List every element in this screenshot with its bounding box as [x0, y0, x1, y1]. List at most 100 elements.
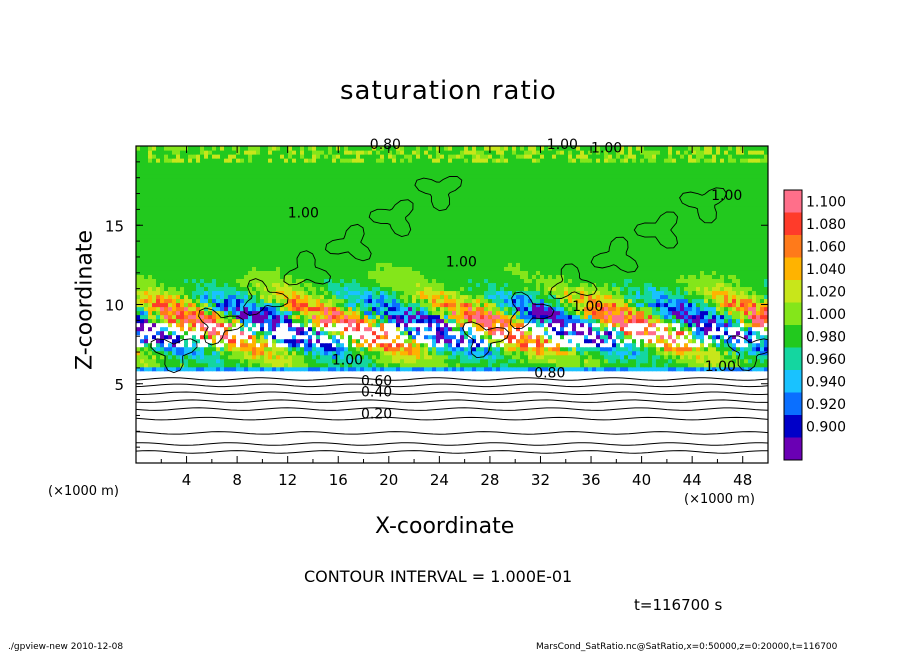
heatmap-cell [280, 386, 285, 392]
heatmap-cell [252, 378, 257, 384]
heatmap-cell [488, 438, 493, 444]
heatmap-cell [208, 450, 213, 456]
heatmap-cell [624, 338, 629, 344]
heatmap-cell [568, 458, 573, 463]
heatmap-cell [492, 358, 497, 364]
heatmap-cell [140, 366, 145, 372]
heatmap-cell [512, 366, 517, 372]
heatmap-cell [144, 386, 149, 392]
heatmap-cell [612, 362, 617, 368]
heatmap-cell [388, 422, 393, 428]
heatmap-cell [756, 402, 761, 408]
heatmap-cell [684, 438, 689, 444]
heatmap-cell [548, 386, 553, 392]
heatmap-cell [748, 446, 753, 452]
heatmap-cell [200, 378, 205, 384]
heatmap-cell [244, 422, 249, 428]
heatmap-cell [544, 458, 549, 463]
heatmap-cell [520, 362, 525, 368]
heatmap-cell [752, 362, 757, 368]
heatmap-cell [704, 398, 709, 404]
heatmap-cell [284, 410, 289, 416]
heatmap-cell [144, 454, 149, 460]
heatmap-cell [380, 442, 385, 448]
heatmap-cell [376, 362, 381, 368]
heatmap-cell [544, 374, 549, 380]
heatmap-cell [696, 446, 701, 452]
heatmap-cell [332, 370, 337, 376]
heatmap-cell [340, 430, 345, 436]
heatmap-cell [744, 450, 749, 456]
heatmap-cell [360, 406, 365, 412]
heatmap-cell [452, 378, 457, 384]
heatmap-cell [744, 338, 749, 344]
heatmap-cell [196, 438, 201, 444]
heatmap-cell [480, 450, 485, 456]
heatmap-cell [628, 418, 633, 424]
heatmap-cell [156, 390, 161, 396]
heatmap-cell [692, 346, 697, 352]
heatmap-cell [572, 402, 577, 408]
heatmap-cell [380, 382, 385, 388]
heatmap-cell [520, 434, 525, 440]
heatmap-cell [744, 386, 749, 392]
heatmap-cell [356, 362, 361, 368]
heatmap-cell [284, 338, 289, 344]
heatmap-cell [624, 390, 629, 396]
heatmap-cell [160, 362, 165, 368]
heatmap-cell [540, 406, 545, 412]
heatmap-cell [628, 346, 633, 352]
heatmap-cell [496, 450, 501, 456]
heatmap-cell [680, 458, 685, 463]
heatmap-cell [708, 370, 713, 376]
heatmap-cell [548, 406, 553, 412]
heatmap-cell [224, 446, 229, 452]
heatmap-cell [764, 390, 768, 396]
heatmap-cell [612, 418, 617, 424]
heatmap-cell [540, 458, 545, 463]
heatmap-cell [748, 410, 753, 416]
heatmap-cell [688, 342, 693, 348]
heatmap-cell [764, 342, 768, 348]
heatmap-cell [504, 354, 509, 360]
heatmap-cell [172, 374, 177, 380]
heatmap-cell [292, 458, 297, 463]
heatmap-cell [712, 370, 717, 376]
heatmap-cell [488, 382, 493, 388]
heatmap-cell [388, 450, 393, 456]
heatmap-cell [608, 346, 613, 352]
heatmap-cell [188, 386, 193, 392]
heatmap-cell [476, 418, 481, 424]
heatmap-cell [432, 358, 437, 364]
heatmap-cell [164, 378, 169, 384]
heatmap-cell [400, 446, 405, 452]
heatmap-cell [264, 382, 269, 388]
heatmap-cell [656, 358, 661, 364]
heatmap-cell [240, 358, 245, 364]
heatmap-cell [356, 334, 361, 340]
heatmap-cell [224, 406, 229, 412]
heatmap-cell [668, 402, 673, 408]
heatmap-cell [248, 418, 253, 424]
heatmap-cell [232, 350, 237, 356]
heatmap-cell [744, 346, 749, 352]
heatmap-cell [372, 394, 377, 400]
heatmap-cell [472, 342, 477, 348]
heatmap-cell [628, 454, 633, 460]
heatmap-cell [436, 390, 441, 396]
heatmap-cell [488, 434, 493, 440]
heatmap-cell [452, 374, 457, 380]
heatmap-cell [288, 426, 293, 432]
heatmap-cell [516, 450, 521, 456]
heatmap-cell [388, 350, 393, 356]
heatmap-cell [332, 398, 337, 404]
heatmap-cell [564, 358, 569, 364]
heatmap-cell [396, 438, 401, 444]
heatmap-cell [488, 334, 493, 340]
heatmap-cell [732, 366, 737, 372]
heatmap-cell [732, 362, 737, 368]
heatmap-cell [408, 406, 413, 412]
heatmap-cell [448, 382, 453, 388]
heatmap-cell [660, 346, 665, 352]
heatmap-cell [520, 394, 525, 400]
